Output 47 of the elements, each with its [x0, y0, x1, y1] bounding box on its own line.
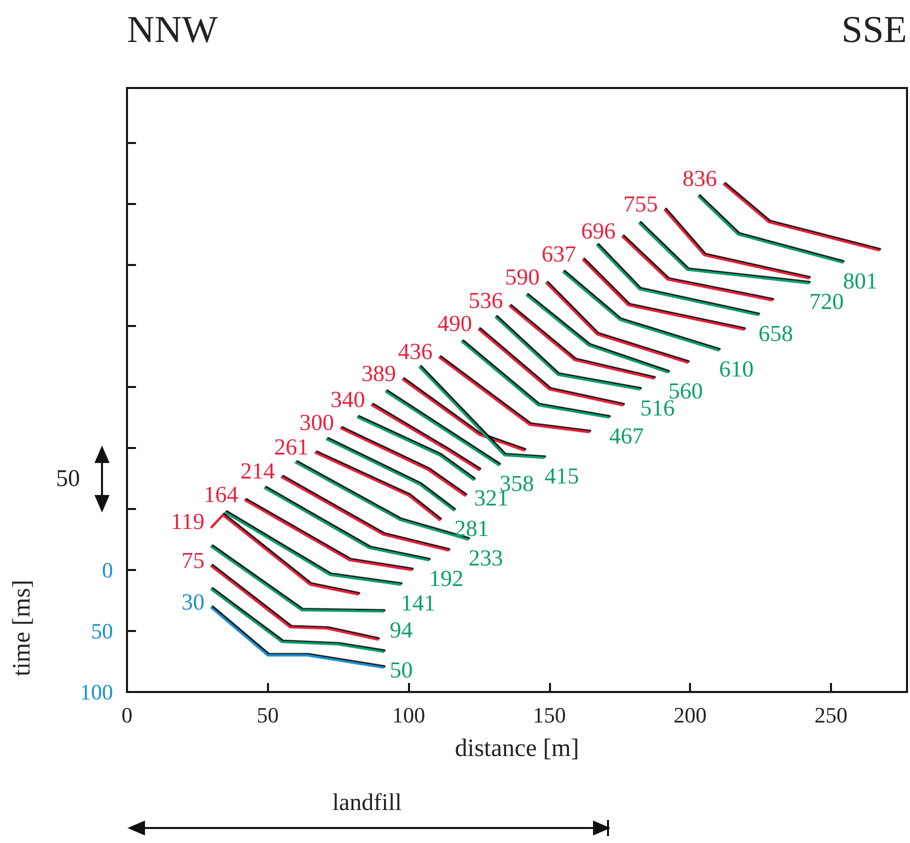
- series-label: 281: [454, 516, 489, 542]
- series-label: 75: [181, 548, 204, 573]
- series-label: 50: [390, 658, 413, 683]
- y-tick-label: 0: [102, 557, 113, 582]
- series-label: 755: [623, 192, 658, 217]
- series-label: 415: [544, 464, 579, 489]
- series-label: 467: [609, 423, 644, 448]
- line-series: [210, 588, 384, 653]
- series-label: 119: [170, 508, 204, 534]
- series-label: 141: [400, 590, 436, 616]
- series-label: 214: [240, 458, 276, 484]
- y-tick-label: 50: [91, 618, 113, 644]
- y-axis-title: time [ms]: [8, 580, 36, 676]
- series-label: 389: [361, 361, 396, 386]
- line-series: [210, 514, 360, 596]
- series-label: 192: [429, 566, 464, 592]
- text: NNW: [127, 8, 218, 52]
- x-axis-title: distance [m]: [454, 735, 580, 762]
- series-label: 836: [682, 166, 717, 191]
- x-tick-label: 150: [532, 702, 566, 728]
- series-label: 436: [398, 339, 433, 364]
- series-label: 233: [468, 545, 503, 570]
- series-label: 164: [204, 482, 239, 507]
- series-label: 610: [719, 356, 754, 382]
- series-label: 261: [274, 434, 309, 460]
- series-label: 536: [468, 288, 503, 313]
- series-label: 801: [842, 268, 878, 294]
- x-tick-label: 0: [122, 702, 132, 728]
- series-label: 300: [300, 410, 334, 435]
- series-label: 696: [581, 218, 616, 244]
- series-label: 637: [542, 242, 576, 267]
- series-label: 658: [758, 320, 794, 346]
- series-label: 94: [390, 617, 414, 642]
- x-tick-label: 50: [256, 702, 279, 728]
- line-series: [210, 565, 379, 641]
- series-label: 590: [505, 264, 540, 290]
- text: landfill: [332, 790, 402, 817]
- y-tick-label: 100: [80, 680, 113, 704]
- series-label: 490: [437, 311, 472, 336]
- series-label: 720: [809, 289, 844, 314]
- text: SSE: [842, 8, 907, 52]
- text: 50: [56, 466, 80, 493]
- x-tick-label: 100: [392, 702, 426, 728]
- series-label: 30: [181, 589, 204, 614]
- x-tick-label: 200: [674, 702, 707, 728]
- x-tick-label: 250: [814, 702, 848, 728]
- series-label: 340: [330, 386, 365, 412]
